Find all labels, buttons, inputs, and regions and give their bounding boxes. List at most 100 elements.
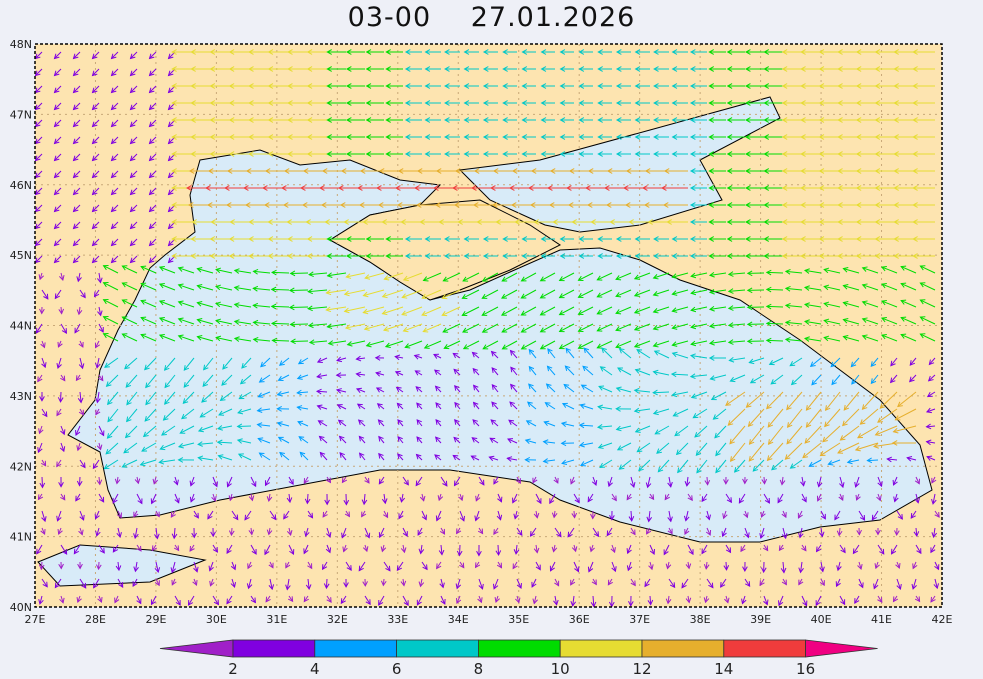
- wind-arrowhead: [586, 202, 593, 208]
- wind-arrow: [398, 510, 404, 519]
- title-date: 27.01.2026: [470, 2, 636, 33]
- wind-arrow: [746, 391, 765, 408]
- wind-arrow: [653, 289, 670, 296]
- wind-arrowhead: [549, 565, 555, 572]
- wind-arrowhead: [615, 151, 622, 157]
- wind-arrow: [509, 401, 518, 410]
- wind-arrowhead: [559, 83, 566, 89]
- wind-arrowhead: [145, 382, 151, 389]
- wind-arrow: [126, 408, 138, 422]
- wind-arrowhead: [579, 461, 586, 467]
- wind-arrowhead: [289, 321, 296, 328]
- wind-arrowhead: [827, 460, 834, 466]
- wind-arrow: [573, 544, 577, 552]
- wind-arrowhead: [345, 134, 352, 140]
- wind-arrow: [197, 319, 214, 325]
- wind-arrow: [714, 425, 727, 439]
- lon-tick-label: 42E: [932, 613, 953, 626]
- wind-arrowhead: [365, 599, 371, 606]
- wind-arrow: [381, 544, 385, 552]
- wind-arrowhead: [148, 240, 155, 247]
- wind-arrowhead: [434, 385, 441, 392]
- wind-arrow: [713, 408, 727, 420]
- wind-arrowhead: [105, 381, 112, 387]
- wind-arrow: [706, 578, 714, 588]
- wind-arrowhead: [162, 415, 169, 421]
- wind-arrow: [850, 357, 860, 367]
- wind-arrowhead: [167, 87, 174, 94]
- wind-arrow: [619, 348, 632, 359]
- wind-arrowhead: [289, 549, 295, 556]
- wind-arrow: [489, 437, 499, 444]
- wind-arrowhead: [285, 584, 291, 591]
- wind-arrow: [38, 493, 43, 500]
- wind-arrow: [74, 323, 81, 334]
- wind-arrowhead: [539, 327, 546, 333]
- wind-arrowhead: [895, 562, 901, 569]
- wind-arrow: [106, 374, 119, 387]
- wind-arrowhead: [819, 580, 825, 587]
- wind-arrowhead: [912, 100, 918, 106]
- wind-arrowhead: [630, 580, 636, 587]
- wind-arrowhead: [97, 310, 103, 317]
- wind-arrow: [839, 544, 846, 553]
- wind-arrowhead: [257, 437, 264, 443]
- wind-arrowhead: [203, 364, 209, 371]
- wind-arrowhead: [472, 419, 478, 425]
- wind-arrow: [804, 320, 822, 325]
- wind-arrow: [358, 436, 366, 444]
- wind-arrowhead: [746, 287, 753, 294]
- wind-arrow: [440, 595, 446, 605]
- wind-arrowhead: [502, 83, 508, 89]
- wind-arrow: [230, 527, 233, 536]
- wind-arrowhead: [133, 533, 139, 540]
- wind-arrowhead: [745, 168, 751, 174]
- colorbar-label: 12: [632, 660, 651, 678]
- wind-arrowhead: [548, 202, 555, 208]
- wind-arrowhead: [102, 265, 109, 271]
- wind-arrowhead: [493, 478, 499, 485]
- wind-arrowhead: [158, 316, 165, 323]
- wind-arrowhead: [365, 134, 372, 140]
- wind-arrow: [501, 306, 518, 316]
- wind-arrowhead: [837, 185, 843, 191]
- wind-arrowhead: [271, 337, 278, 344]
- wind-arrowhead: [660, 185, 667, 191]
- wind-arrowhead: [95, 409, 101, 416]
- wind-arrowhead: [404, 253, 411, 259]
- wind-arrowhead: [804, 437, 811, 444]
- wind-arrowhead: [652, 342, 659, 348]
- wind-arrowhead: [533, 512, 540, 519]
- wind-arrowhead: [167, 121, 174, 128]
- wind-arrowhead: [708, 168, 714, 174]
- wind-arrow: [452, 353, 461, 359]
- wind-arrowhead: [105, 448, 112, 455]
- wind-arrowhead: [800, 236, 806, 242]
- wind-arrowhead: [742, 478, 748, 485]
- wind-arrow: [744, 578, 751, 587]
- wind-arrow: [322, 561, 328, 570]
- wind-arrow: [117, 527, 121, 538]
- wind-arrowhead: [228, 100, 235, 106]
- wind-arrowhead: [177, 266, 184, 272]
- wind-arrowhead: [591, 479, 598, 486]
- wind-arrowhead: [190, 134, 196, 140]
- colorbar-low-extension: [159, 639, 234, 658]
- wind-arrowhead: [496, 562, 503, 569]
- wind-arrow: [915, 493, 919, 503]
- wind-arrowhead: [502, 117, 508, 123]
- wind-arrow: [545, 402, 556, 410]
- wind-arrow: [149, 85, 157, 93]
- wind-arrow: [180, 425, 195, 434]
- wind-arrowhead: [400, 580, 407, 587]
- wind-arrow: [824, 302, 841, 308]
- wind-arrow: [189, 544, 195, 552]
- wind-arrowhead: [512, 497, 518, 504]
- wind-arrow: [60, 425, 65, 435]
- wind-arrow: [578, 306, 594, 315]
- wind-arrow: [540, 323, 556, 333]
- wind-arrow: [250, 527, 253, 535]
- wind-arrow: [934, 561, 939, 570]
- wind-arrow: [98, 476, 101, 485]
- wind-arrowhead: [708, 322, 715, 329]
